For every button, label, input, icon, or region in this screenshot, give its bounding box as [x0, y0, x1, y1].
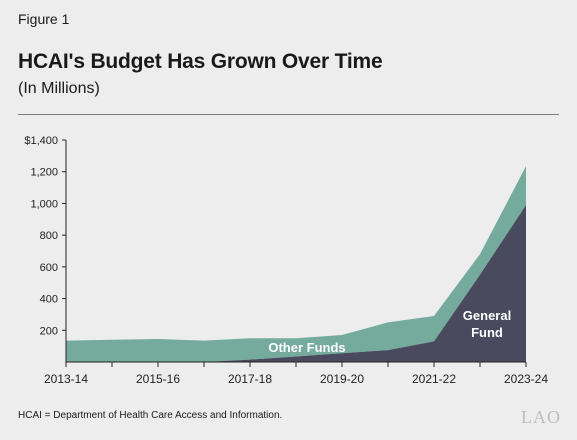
- y-tick-label: 600: [40, 262, 58, 274]
- chart-title: HCAI's Budget Has Grown Over Time: [18, 50, 383, 73]
- y-tick-label: 400: [40, 294, 58, 306]
- x-tick-label: 2021-22: [412, 372, 456, 386]
- y-tick-label: 200: [40, 325, 58, 337]
- y-tick-label: $1,400: [24, 135, 58, 147]
- x-tick-label: 2015-16: [136, 372, 180, 386]
- y-tick-label: 800: [40, 230, 58, 242]
- series-label-general-fund-line1: General: [463, 308, 511, 323]
- series-label-other-funds: Other Funds: [268, 340, 345, 355]
- title-divider: [18, 114, 559, 115]
- y-tick-label: 1,200: [30, 167, 58, 179]
- area-other-funds: [66, 166, 526, 362]
- x-tick-label: 2023-24: [504, 372, 548, 386]
- x-tick-label: 2017-18: [228, 372, 272, 386]
- area-general-fund: [66, 205, 526, 362]
- lao-logo: LAO: [521, 407, 561, 427]
- chart-subtitle: (In Millions): [18, 80, 100, 97]
- footnote: HCAI = Department of Health Care Access …: [18, 410, 283, 421]
- figure-label: Figure 1: [18, 11, 70, 27]
- area-chart: $1,400 1,200 1,000 800 600 400 200 2013-14 2015-…: [24, 135, 548, 386]
- x-tick-label: 2013-14: [44, 372, 88, 386]
- y-tick-label: 1,000: [30, 198, 58, 210]
- series-label-general-fund-line2: Fund: [471, 325, 503, 340]
- x-tick-label: 2019-20: [320, 372, 364, 386]
